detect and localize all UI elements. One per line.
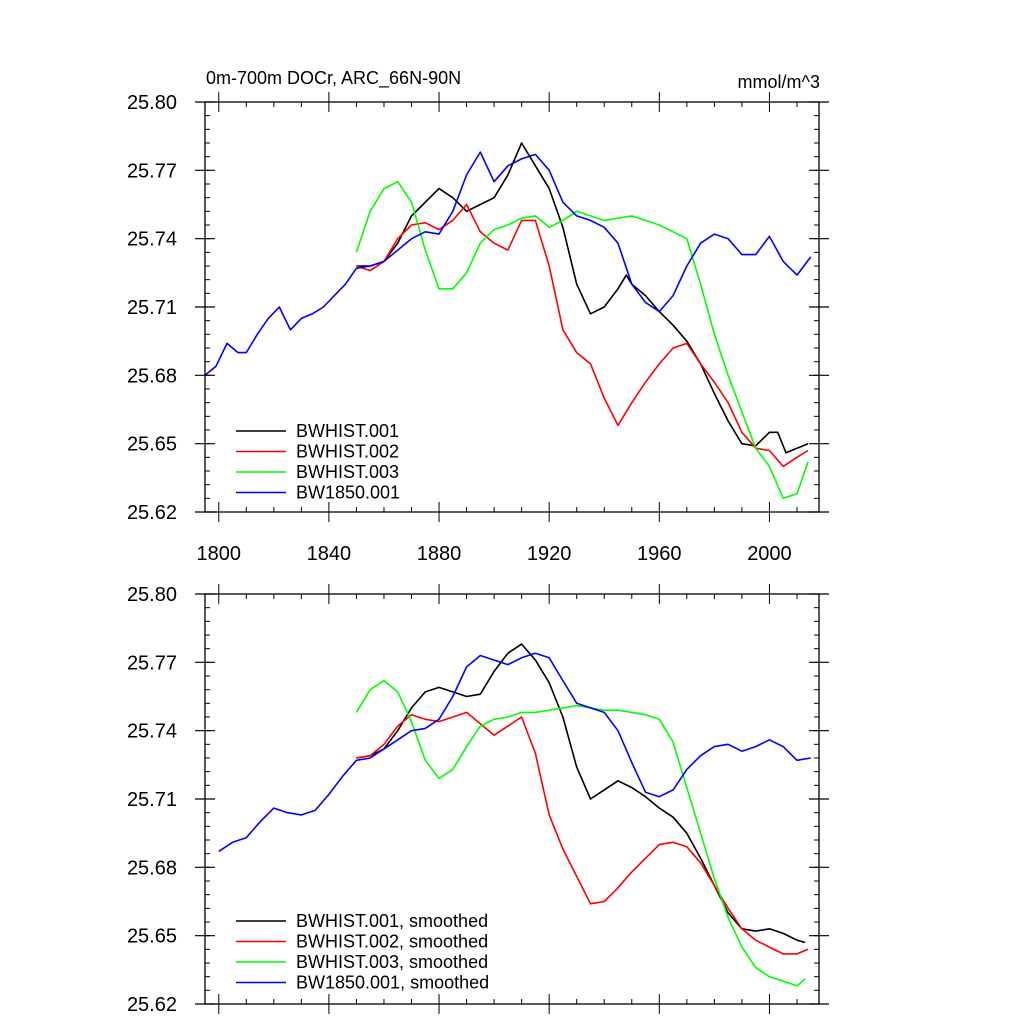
legend-label: BW1850.001, smoothed xyxy=(296,973,489,993)
y-tick-label: 25.68 xyxy=(127,365,177,387)
panel-top: 0m-700m DOCr, ARC_66N-90N mmol/m^3 25.62… xyxy=(127,68,829,565)
panel-bottom: 25.62 25.65 25.68 25.71 25.74 25.77 25.80 BWHI… xyxy=(127,584,829,1016)
legend-label: BW1850.001 xyxy=(296,483,400,503)
legend-label: BWHIST.003 xyxy=(296,462,399,482)
series-line xyxy=(218,652,811,853)
units-label: mmol/m^3 xyxy=(738,72,820,92)
legend-label: BWHIST.001, smoothed xyxy=(296,911,488,931)
y-tick-label: 25.68 xyxy=(127,857,177,879)
y-tick-label: 25.74 xyxy=(127,229,177,251)
x-tick-label: 1920 xyxy=(527,543,572,565)
y-tick-label: 25.65 xyxy=(127,434,177,456)
y-tick-label: 25.74 xyxy=(127,721,177,743)
series-line xyxy=(355,679,806,987)
y-tick-label: 25.80 xyxy=(127,584,177,606)
legend-label: BWHIST.002 xyxy=(296,442,399,462)
y-tick-label: 25.71 xyxy=(127,297,177,319)
y-tick-label: 25.62 xyxy=(127,994,177,1016)
series-line xyxy=(356,643,806,944)
series-line xyxy=(356,711,809,955)
y-axis: 25.62 25.65 25.68 25.71 25.74 25.77 25.80 xyxy=(127,584,829,1016)
x-tick-label: 2000 xyxy=(747,543,792,565)
legend-label: BWHIST.001 xyxy=(296,421,399,441)
y-tick-label: 25.71 xyxy=(127,789,177,811)
x-tick-label: 1800 xyxy=(197,543,242,565)
series-layer xyxy=(204,142,812,500)
series-line xyxy=(356,203,809,468)
plot-frame xyxy=(204,593,820,1005)
chart-title: 0m-700m DOCr, ARC_66N-90N xyxy=(206,68,461,89)
y-tick-label: 25.80 xyxy=(127,92,177,114)
series-line xyxy=(356,142,809,454)
plot-frame xyxy=(204,101,820,513)
y-tick-label: 25.65 xyxy=(127,926,177,948)
x-tick-label: 1880 xyxy=(417,543,462,565)
series-line xyxy=(204,151,812,376)
y-tick-label: 25.77 xyxy=(127,160,177,182)
x-axis: 1800 1840 1880 1920 1960 2000 xyxy=(197,92,798,565)
x-tick-label: 1960 xyxy=(637,543,682,565)
series-layer xyxy=(218,643,811,987)
y-tick-label: 25.77 xyxy=(127,652,177,674)
y-tick-label: 25.62 xyxy=(127,502,177,524)
series-line xyxy=(355,180,809,500)
legend-label: BWHIST.002, smoothed xyxy=(296,932,488,952)
x-tick-label: 1840 xyxy=(307,543,352,565)
legend-label: BWHIST.003, smoothed xyxy=(296,952,488,972)
